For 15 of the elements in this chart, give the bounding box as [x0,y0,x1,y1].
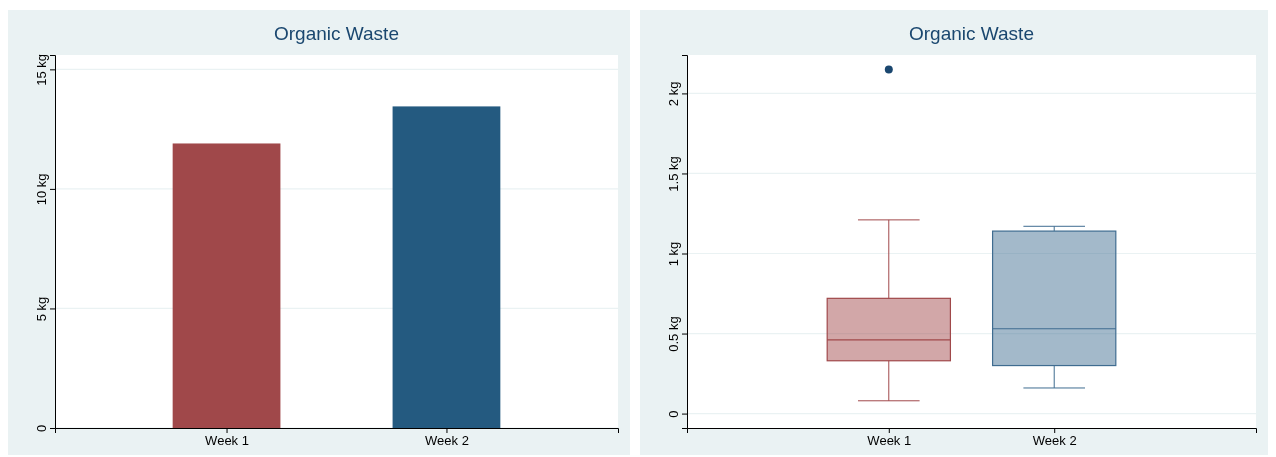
y-tick-label: 10 kg [34,173,49,206]
chart-title: Organic Waste [909,23,1034,44]
y-tick-label: 15 kg [34,53,49,86]
y-tick-label: 0 [666,410,681,418]
y-tick-label: 2 kg [666,81,681,107]
y-tick-label: 1 kg [666,241,681,267]
chart-title: Organic Waste [274,23,399,44]
x-tick-label: Week 1 [205,433,249,449]
x-tick-label: Week 2 [425,433,469,449]
x-tick-label: Week 2 [1032,433,1077,449]
y-tick-label: 0 [34,424,49,433]
x-tick-label: Week 1 [867,433,912,449]
y-tick-label: 5 kg [34,296,49,322]
y-tick-label: 1.5 kg [666,156,681,192]
y-tick-label: 0.5 kg [666,316,681,352]
